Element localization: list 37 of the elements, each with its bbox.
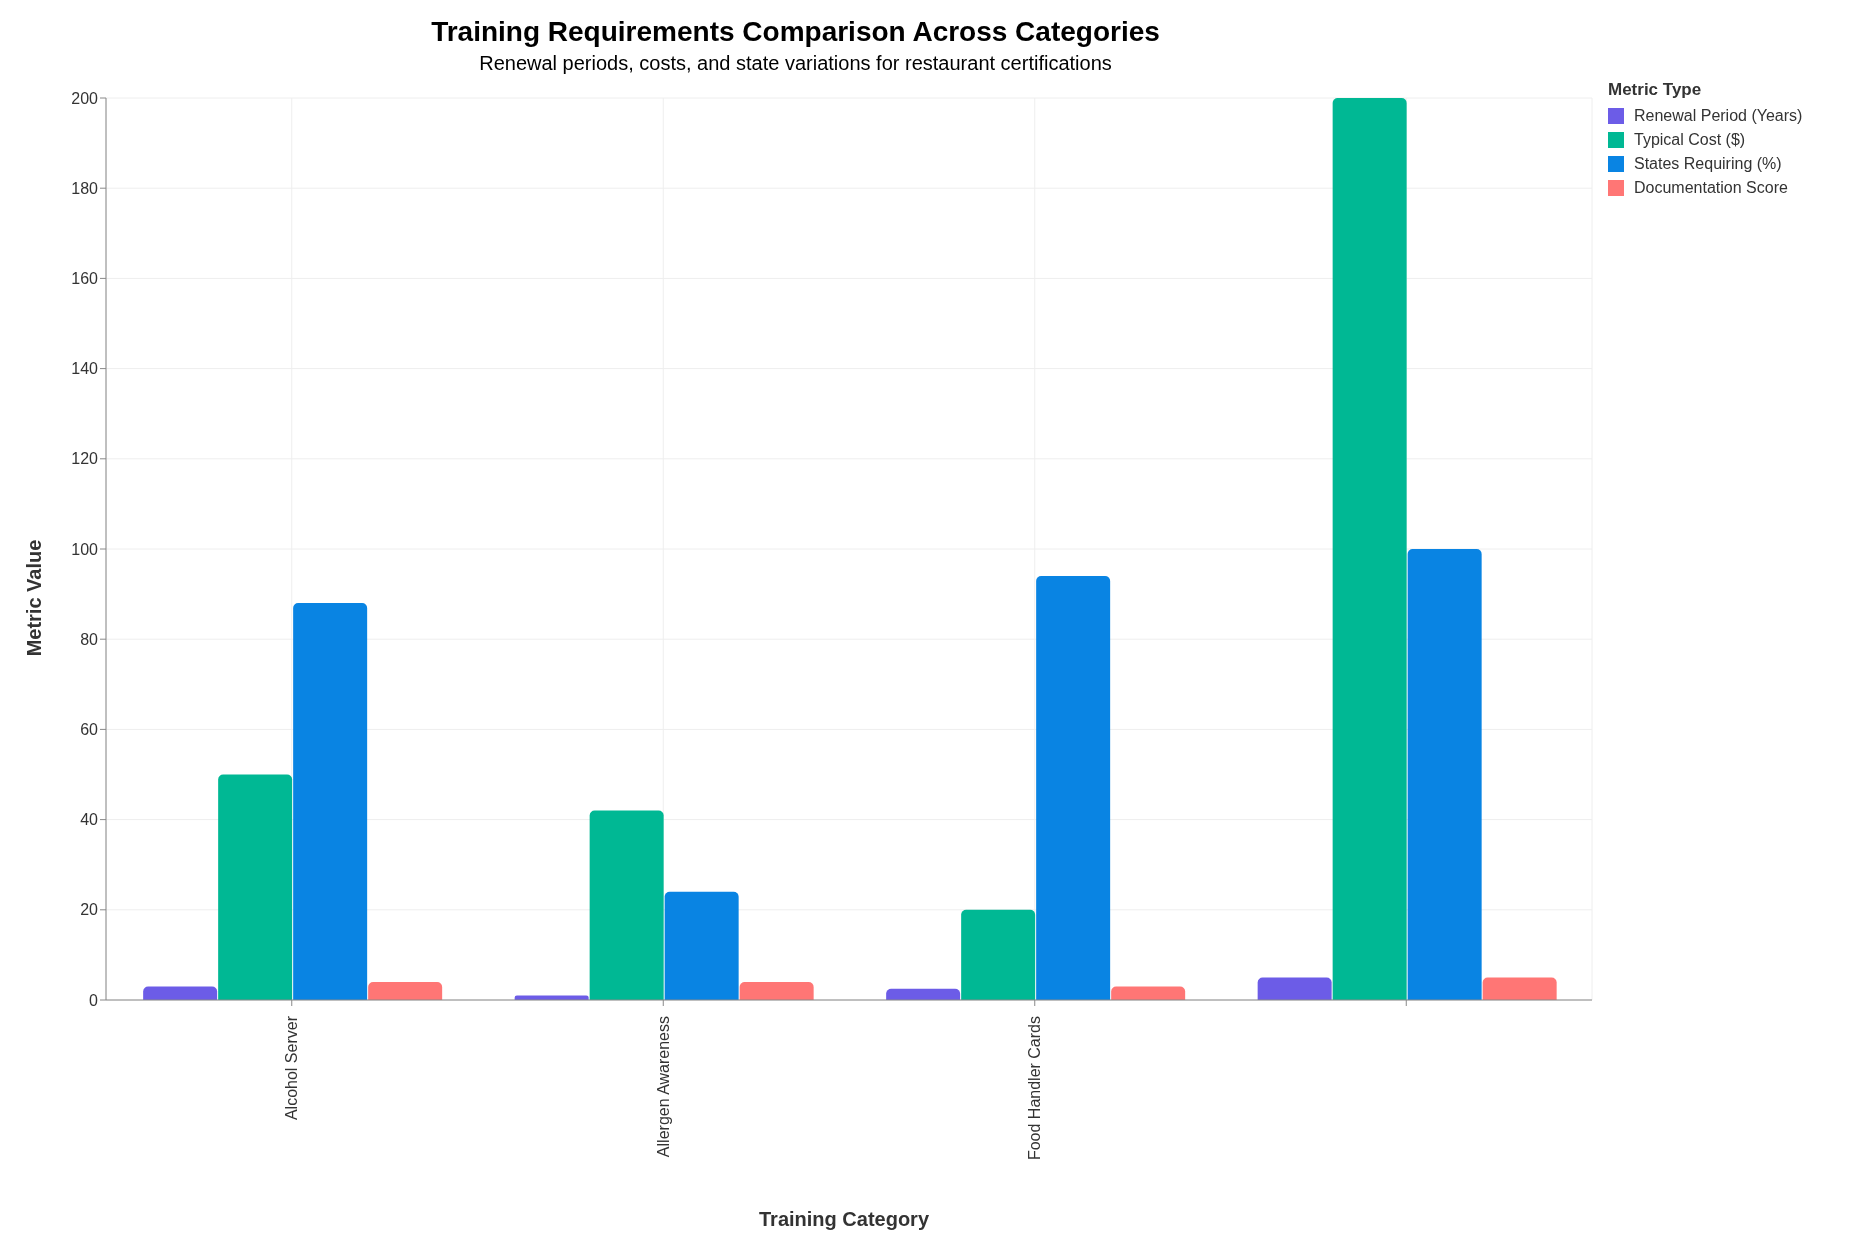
legend-label: Documentation Score	[1633, 178, 1789, 198]
bar	[368, 981, 443, 1000]
bar	[1036, 576, 1111, 1000]
legend-title: Metric Type	[1608, 80, 1703, 100]
bar	[1257, 977, 1332, 1000]
y-axis-title: Metric Value	[22, 539, 46, 657]
x-tick-label: Alcohol Server	[283, 1015, 301, 1121]
x-tick-label: Allergen Awareness	[654, 1016, 672, 1158]
bar	[293, 603, 368, 1000]
bar	[1332, 98, 1407, 1000]
y-tick-label: 140	[71, 360, 99, 378]
x-tick-label: Food Handler Cards	[1026, 1016, 1044, 1161]
bar	[961, 909, 1036, 1000]
bar	[664, 891, 739, 1000]
y-tick-label: 80	[80, 630, 99, 648]
y-tick-label: 0	[89, 991, 99, 1009]
chart-subtitle: Renewal periods, costs, and state variations for restaurant certifications	[478, 52, 1113, 75]
legend-label: Typical Cost ($)	[1633, 130, 1747, 150]
bar	[143, 986, 218, 1000]
y-tick-label: 160	[71, 270, 99, 288]
bar	[739, 981, 814, 1000]
bar	[589, 810, 664, 1000]
bar	[218, 774, 293, 1000]
legend-label: Renewal Period (Years)	[1633, 106, 1803, 126]
bar	[1482, 977, 1557, 1000]
y-tick-label: 40	[80, 811, 99, 829]
x-axis-title: Training Category	[758, 1208, 930, 1231]
legend-label: States Requiring (%)	[1633, 154, 1783, 174]
bar	[1111, 986, 1186, 1000]
chart-title: Training Requirements Comparison Across Categories	[430, 16, 1161, 48]
y-tick-label: 100	[71, 540, 99, 558]
y-tick-label: 200	[71, 89, 99, 107]
bar	[1407, 549, 1482, 1000]
y-tick-label: 20	[80, 901, 99, 919]
y-tick-label: 60	[80, 721, 99, 739]
y-tick-label: 180	[71, 179, 99, 197]
y-tick-label: 120	[71, 450, 99, 468]
